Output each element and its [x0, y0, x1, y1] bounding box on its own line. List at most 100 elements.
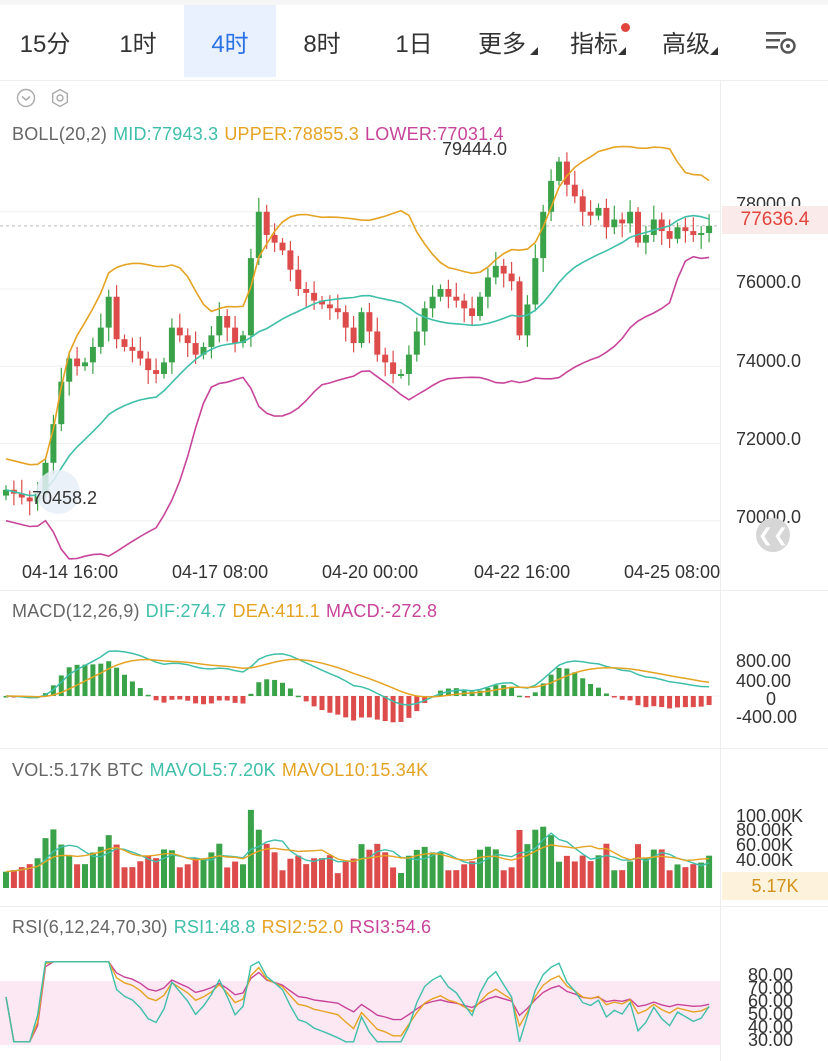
volume-bar: [690, 864, 697, 888]
tab-15m[interactable]: 15分: [19, 30, 71, 58]
macd-dea-line: [5, 658, 710, 698]
settings-gear-icon[interactable]: [50, 88, 70, 108]
tab-1d[interactable]: 1日: [395, 30, 433, 58]
boll-lower: LOWER:77031.4: [365, 124, 504, 144]
candle-body: [611, 219, 618, 228]
tab-1h[interactable]: 1时: [119, 30, 157, 58]
candle-body: [429, 296, 436, 309]
volume-bar: [145, 855, 152, 888]
collapse-icon[interactable]: [16, 88, 36, 108]
macd-histogram-bar: [98, 663, 104, 696]
candle-body: [398, 373, 404, 376]
candle-body: [287, 250, 294, 270]
boll-mid: MID:77943.3: [113, 124, 219, 144]
macd-histogram-bar: [359, 696, 364, 718]
volume-bar: [532, 829, 539, 888]
volume-bar: [374, 843, 381, 888]
candle-body: [18, 493, 25, 498]
macd-histogram-bar: [564, 668, 570, 696]
volume-bar: [382, 852, 389, 888]
vol-mavol10: MAVOL10:15.34K: [281, 760, 429, 780]
macd-histogram-bar: [556, 667, 562, 696]
boll-legend: BOLL(20,2) MID:77943.3 UPPER:78855.3 LOWER:…: [12, 124, 510, 145]
macd-histogram-bar: [264, 679, 270, 696]
volume-bar: [366, 849, 373, 888]
volume-bar: [208, 852, 215, 888]
macd-histogram-bar: [50, 685, 56, 696]
volume-bar: [216, 843, 223, 888]
volume-bar: [674, 864, 681, 888]
macd-name: MACD(12,26,9): [12, 601, 140, 621]
candle-body: [492, 265, 499, 278]
candle-body: [105, 296, 112, 328]
candle-body: [97, 327, 104, 347]
macd-histogram-bar: [398, 696, 404, 722]
candle-body: [556, 161, 562, 181]
macd-histogram-bar: [682, 696, 688, 708]
macd-histogram-bar: [169, 696, 175, 700]
candle-body: [666, 231, 673, 239]
volume-bar: [492, 849, 499, 888]
macd-histogram-bar: [74, 664, 80, 696]
candle-body: [271, 234, 278, 243]
candle-body: [421, 308, 428, 332]
volume-bar: [453, 870, 460, 888]
volume-bar: [579, 855, 586, 888]
macd-histogram-bar: [272, 679, 278, 696]
macd-histogram-bar: [295, 695, 301, 698]
volume-bar: [563, 855, 570, 888]
volume-bar: [42, 838, 49, 888]
candle-body: [3, 489, 9, 496]
macd-histogram-bar: [366, 696, 372, 718]
volume-bar: [3, 871, 9, 888]
volume-bar: [477, 849, 483, 888]
candlestick-chart[interactable]: [0, 80, 720, 560]
candle-body: [311, 292, 318, 301]
candle-body: [58, 381, 65, 425]
candle-body: [571, 184, 578, 197]
candle-body: [303, 289, 310, 293]
vol-name: VOL:5.17K BTC: [12, 760, 144, 780]
candle-body: [255, 211, 262, 259]
candle-body: [326, 304, 333, 309]
volume-bar: [437, 852, 444, 888]
macd-histogram-bar: [208, 696, 214, 704]
volume-bar: [192, 858, 199, 888]
volume-bar: [627, 861, 634, 888]
vol-legend: VOL:5.17K BTC MAVOL5:7.20K MAVOL10:15.34K: [12, 760, 434, 781]
back-to-latest-icon[interactable]: ❮❮: [756, 518, 790, 552]
macd-histogram-bar: [619, 696, 625, 700]
tab-4h[interactable]: 4时: [184, 5, 276, 77]
candle-body: [516, 281, 523, 336]
candle-body: [200, 346, 207, 355]
volume-bar: [319, 858, 325, 888]
volume-bar: [311, 858, 318, 888]
volume-bar: [571, 861, 578, 888]
volume-bar: [421, 846, 428, 888]
macd-histogram-bar: [477, 690, 483, 696]
price-axis-label: 76000.0: [736, 272, 802, 292]
chart-settings-icon[interactable]: [760, 26, 800, 60]
volume-bar: [682, 867, 689, 888]
macd-histogram-bar: [232, 696, 238, 703]
candle-body: [674, 227, 681, 239]
macd-histogram-bar: [185, 696, 191, 701]
pane-divider: [0, 906, 828, 907]
pane-divider: [0, 590, 828, 591]
rsi-3: RSI3:54.6: [349, 917, 432, 937]
volume-bar: [635, 844, 641, 888]
mavol10-line: [5, 844, 710, 873]
rsi-axis-label: 70.00: [748, 978, 794, 998]
tab-more[interactable]: 更多: [462, 5, 542, 77]
macd-histogram-bar: [319, 696, 325, 711]
pane-divider: [0, 748, 828, 749]
tab-indicators[interactable]: 指标: [558, 5, 630, 77]
macd-histogram-bar: [690, 696, 696, 708]
tab-advanced[interactable]: 高级: [650, 5, 722, 77]
candle-body: [350, 327, 357, 344]
macd-histogram-bar: [540, 683, 546, 696]
candle-body: [532, 258, 539, 305]
macd-legend: MACD(12,26,9) DIF:274.7 DEA:411.1 MACD:-272…: [12, 601, 443, 622]
tab-8h[interactable]: 8时: [303, 30, 341, 58]
candle-body: [121, 339, 128, 347]
